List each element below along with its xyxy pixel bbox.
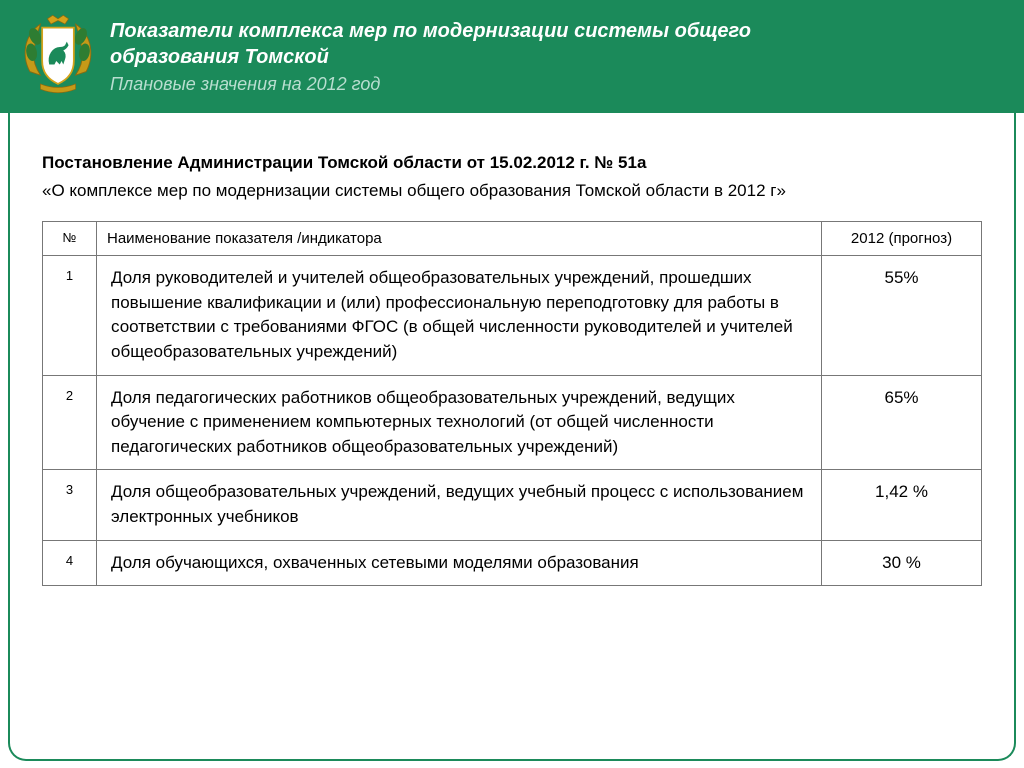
table-row: 1 Доля руководителей и учителей общеобра… <box>43 256 982 376</box>
decree-title: Постановление Администрации Томской обла… <box>42 153 982 173</box>
table-header-row: № Наименование показателя /индикатора 20… <box>43 222 982 256</box>
table-row: 2 Доля педагогических работников общеобр… <box>43 375 982 470</box>
cell-value: 1,42 % <box>822 470 982 540</box>
cell-number: 1 <box>43 256 97 376</box>
cell-name: Доля педагогических работников общеобраз… <box>97 375 822 470</box>
cell-value: 30 % <box>822 540 982 586</box>
table-row: 4 Доля обучающихся, охваченных сетевыми … <box>43 540 982 586</box>
cell-name: Доля обучающихся, охваченных сетевыми мо… <box>97 540 822 586</box>
cell-name: Доля общеобразовательных учреждений, вед… <box>97 470 822 540</box>
indicators-table: № Наименование показателя /индикатора 20… <box>42 221 982 586</box>
col-header-value: 2012 (прогноз) <box>822 222 982 256</box>
header-subtitle: Плановые значения на 2012 год <box>110 74 1000 95</box>
cell-value: 55% <box>822 256 982 376</box>
table-row: 3 Доля общеобразовательных учреждений, в… <box>43 470 982 540</box>
decree-subtitle: «О комплексе мер по модернизации системы… <box>42 181 982 201</box>
header-title-line2: образования Томской <box>110 44 1000 70</box>
cell-number: 3 <box>43 470 97 540</box>
col-header-name: Наименование показателя /индикатора <box>97 222 822 256</box>
cell-value: 65% <box>822 375 982 470</box>
cell-number: 2 <box>43 375 97 470</box>
slide-header: Показатели комплекса мер по модернизации… <box>0 0 1024 113</box>
coat-of-arms-icon <box>14 10 102 98</box>
col-header-number: № <box>43 222 97 256</box>
cell-number: 4 <box>43 540 97 586</box>
cell-name: Доля руководителей и учителей общеобразо… <box>97 256 822 376</box>
header-title-line1: Показатели комплекса мер по модернизации… <box>110 18 1000 44</box>
content-frame: Постановление Администрации Томской обла… <box>8 113 1016 761</box>
